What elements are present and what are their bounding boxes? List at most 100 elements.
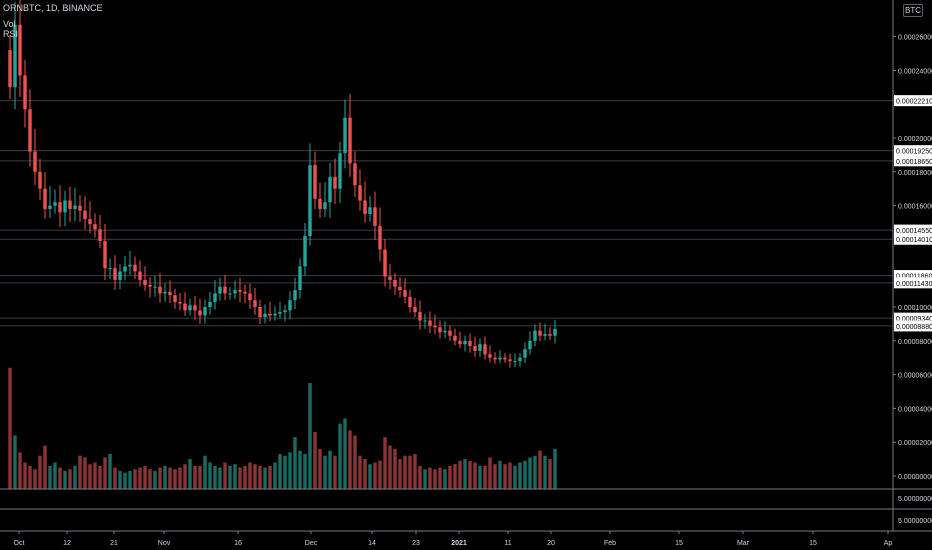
x-tick-label-0: Oct xyxy=(14,540,25,547)
volume-bar-108 xyxy=(548,459,552,489)
candle-body-96 xyxy=(488,354,492,358)
candle-body-29 xyxy=(153,286,157,288)
x-tick-label-13: Mar xyxy=(737,540,750,547)
candle-body-103 xyxy=(523,349,527,358)
candle-body-7 xyxy=(43,188,47,209)
y-tick-label-7: 0.00006000 xyxy=(898,373,932,380)
candle-body-95 xyxy=(483,344,487,355)
volume-bar-18 xyxy=(98,465,102,489)
volume-bar-10 xyxy=(58,467,62,489)
volume-bar-54 xyxy=(278,454,282,489)
volume-bar-98 xyxy=(498,460,502,489)
candle-body-102 xyxy=(518,357,522,362)
candle-body-69 xyxy=(353,163,357,186)
volume-bar-64 xyxy=(328,450,332,489)
volume-bar-67 xyxy=(343,418,347,489)
candle-body-82 xyxy=(418,312,422,321)
candle-body-63 xyxy=(323,202,327,209)
candle-body-93 xyxy=(473,345,477,351)
rsi-tick-label-1: 5.00000000 xyxy=(898,518,932,525)
candle-body-68 xyxy=(348,117,352,164)
candle-body-24 xyxy=(128,264,132,267)
x-tick-label-12: 15 xyxy=(675,540,683,547)
volume-bar-77 xyxy=(393,448,397,489)
candle-body-0 xyxy=(8,50,12,88)
candle-body-89 xyxy=(453,335,457,341)
volume-bar-70 xyxy=(358,455,362,489)
volume-bar-30 xyxy=(158,467,162,489)
candle-body-39 xyxy=(203,307,207,316)
candle-body-86 xyxy=(438,327,442,333)
volume-bar-65 xyxy=(333,455,337,489)
level-label-box-8 xyxy=(894,320,932,332)
level-label-4: 0.00014010 xyxy=(896,237,932,244)
volume-bar-100 xyxy=(508,462,512,489)
x-tick-label-4: 16 xyxy=(234,540,242,547)
candle-body-71 xyxy=(363,200,367,215)
volume-bar-38 xyxy=(198,465,202,489)
x-tick-label-10: 20 xyxy=(547,540,555,547)
level-label-8: 0.00008880 xyxy=(896,324,932,331)
level-label-0: 0.00022210 xyxy=(896,99,932,106)
volume-bar-46 xyxy=(238,467,242,489)
candle-body-5 xyxy=(33,151,37,172)
candle-body-73 xyxy=(373,207,377,226)
candle-body-100 xyxy=(508,359,512,362)
level-label-1: 0.00019250 xyxy=(896,149,932,156)
candle-body-78 xyxy=(398,286,402,291)
chart-title: ORNBTC, 1D, BINANCE xyxy=(3,3,103,13)
candle-body-2 xyxy=(18,24,22,76)
candle-body-6 xyxy=(38,171,42,189)
level-label-2: 0.00018650 xyxy=(896,159,932,166)
volume-bar-106 xyxy=(538,450,542,489)
volume-bar-85 xyxy=(433,469,437,489)
candle-body-104 xyxy=(528,340,532,350)
volume-bar-25 xyxy=(133,469,137,489)
candles xyxy=(8,0,557,368)
volume-bar-29 xyxy=(153,470,157,489)
candle-body-33 xyxy=(173,295,177,302)
volume-bar-42 xyxy=(218,467,222,489)
volume-bar-15 xyxy=(83,457,87,489)
volume-bar-40 xyxy=(208,462,212,489)
x-tick-label-14: 15 xyxy=(809,540,817,547)
volume-bar-33 xyxy=(173,469,177,489)
volume-bar-37 xyxy=(193,465,197,489)
candle-body-49 xyxy=(253,300,257,307)
volume-bar-75 xyxy=(383,437,387,489)
candle-body-8 xyxy=(48,205,52,209)
level-label-box-3 xyxy=(894,224,932,236)
candle-body-61 xyxy=(313,165,317,199)
volume-bar-55 xyxy=(283,455,287,489)
volume-bar-52 xyxy=(268,465,272,489)
candle-body-56 xyxy=(288,300,292,311)
volume-bar-69 xyxy=(353,435,357,489)
candle-body-1 xyxy=(13,24,17,88)
x-tick-label-5: Dec xyxy=(305,540,318,547)
candle-body-62 xyxy=(318,198,322,209)
candle-body-40 xyxy=(208,301,212,307)
volume-bar-1 xyxy=(13,435,17,489)
candle-body-20 xyxy=(108,268,112,270)
volume-bar-20 xyxy=(108,454,112,489)
volume-bar-95 xyxy=(483,465,487,489)
x-tick-label-7: 23 xyxy=(412,540,420,547)
x-tick-label-15: Ap xyxy=(884,540,893,547)
volume-bars xyxy=(8,367,557,489)
candle-body-72 xyxy=(368,207,372,215)
x-tick-label-8: 2021 xyxy=(451,540,467,547)
level-label-box-4 xyxy=(894,233,932,245)
volume-bar-2 xyxy=(18,452,22,489)
candle-body-81 xyxy=(413,307,417,313)
candle-body-80 xyxy=(408,296,412,307)
volume-bar-84 xyxy=(428,467,432,489)
candle-body-11 xyxy=(63,200,67,213)
candle-body-34 xyxy=(178,301,182,304)
currency-badge[interactable]: BTC xyxy=(903,4,923,17)
candle-body-51 xyxy=(263,313,267,318)
candle-body-90 xyxy=(458,340,462,345)
volume-bar-53 xyxy=(273,462,277,489)
price-levels: 0.00022210 0.00019250 0.00018650 0.00014550… xyxy=(0,95,932,332)
